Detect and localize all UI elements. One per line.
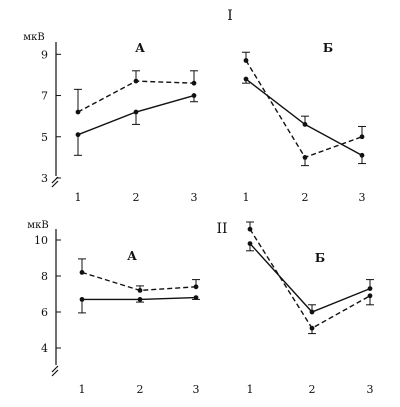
data-point xyxy=(359,152,365,158)
data-point xyxy=(302,154,308,160)
x-tick-label: 2 xyxy=(302,191,309,204)
y-unit-label: мкВ xyxy=(27,220,48,231)
series-line-solid xyxy=(245,78,363,156)
data-point xyxy=(75,109,81,115)
x-tick-label: 2 xyxy=(133,191,140,204)
data-point xyxy=(302,122,308,127)
x-tick-label: 1 xyxy=(243,191,250,204)
series-line-dashed xyxy=(81,271,197,292)
y-tick-label: 7 xyxy=(41,90,48,103)
x-tick-label: 3 xyxy=(193,383,200,396)
y-tick-label: 5 xyxy=(41,131,48,144)
x-tick-label: 1 xyxy=(247,383,254,396)
y-tick-label: 4 xyxy=(41,342,48,355)
x-tick-label: 3 xyxy=(359,191,366,204)
data-point xyxy=(367,293,373,299)
data-point xyxy=(137,297,143,302)
data-point xyxy=(309,325,315,331)
panel-title: Б xyxy=(323,41,333,55)
section-label-2: II xyxy=(216,221,227,237)
y-tick-label: 6 xyxy=(41,306,48,319)
x-tick-label: 1 xyxy=(75,191,82,204)
data-point xyxy=(247,241,253,247)
panel-title: Б xyxy=(315,251,325,265)
series-line-dashed xyxy=(77,80,195,113)
y-unit-label: мкВ xyxy=(23,32,44,43)
data-point xyxy=(133,78,139,84)
axis-break-mark xyxy=(51,180,59,188)
series-line-solid xyxy=(249,243,371,313)
panel-I-B: Б 1 2 3 xyxy=(242,41,366,204)
data-point xyxy=(247,226,253,232)
x-tick-label: 2 xyxy=(309,383,316,396)
data-point xyxy=(367,286,373,291)
x-tick-label: 3 xyxy=(367,383,374,396)
axis-break-mark xyxy=(51,369,59,377)
y-tick-label: 10 xyxy=(34,234,48,247)
y-tick-label: 3 xyxy=(41,172,48,185)
data-point xyxy=(193,295,199,300)
data-point xyxy=(191,80,197,86)
panel-title: А xyxy=(135,41,145,55)
data-point xyxy=(309,309,315,315)
panel-title: А xyxy=(127,249,137,263)
x-tick-label: 2 xyxy=(137,383,144,396)
y-tick-label: 8 xyxy=(41,270,48,283)
data-point xyxy=(359,134,365,140)
data-point xyxy=(79,270,85,275)
series-line-dashed xyxy=(245,60,363,159)
data-point xyxy=(191,93,197,98)
x-tick-label: 1 xyxy=(79,383,86,396)
data-point xyxy=(133,109,139,115)
data-point xyxy=(137,288,143,293)
y-tick-label: 9 xyxy=(41,48,48,61)
data-point xyxy=(243,58,249,63)
data-point xyxy=(79,297,85,302)
panel-II-B: Б 1 2 3 xyxy=(246,221,374,396)
section-label-1: I xyxy=(227,8,233,24)
series-line-dashed xyxy=(249,228,371,330)
data-point xyxy=(75,132,81,138)
x-tick-label: 3 xyxy=(191,191,198,204)
axis-break-mark xyxy=(51,365,59,373)
data-point xyxy=(193,284,199,290)
data-point xyxy=(243,76,249,82)
